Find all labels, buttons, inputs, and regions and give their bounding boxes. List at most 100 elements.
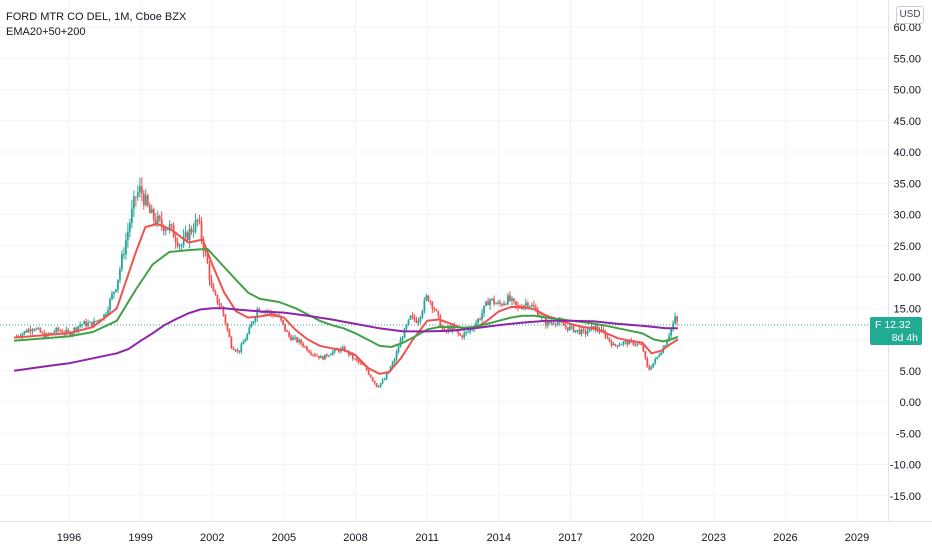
ema-lines: [13, 222, 679, 375]
candle-body: [230, 337, 233, 348]
candle-body: [353, 358, 356, 360]
price-tick-label: 5.00: [900, 366, 921, 378]
price-tick-label: 30.00: [893, 210, 921, 222]
price-tick-label: 55.00: [893, 53, 921, 65]
candle-body: [654, 358, 657, 364]
candle-body: [128, 223, 131, 232]
time-tick-label: 2017: [558, 532, 582, 544]
candle-body: [381, 380, 384, 384]
candle-body: [499, 302, 501, 305]
candle-body: [636, 343, 639, 345]
candle-body: [385, 373, 388, 380]
candle-body: [184, 232, 187, 237]
candle-body: [109, 299, 111, 310]
candle-body: [624, 341, 627, 343]
price-axis[interactable]: -15.00-10.00-5.000.005.0010.0015.0020.00…: [890, 22, 921, 503]
candle-body: [447, 327, 450, 332]
candle-body: [495, 303, 497, 305]
candle-body: [127, 231, 129, 241]
candle-body: [622, 341, 625, 345]
candle-body: [343, 347, 346, 352]
ema-line-ema200: [13, 307, 678, 372]
candle-body: [91, 321, 93, 327]
price-tick-label: 35.00: [893, 178, 921, 190]
candle-body: [156, 216, 159, 224]
candle-body: [423, 299, 426, 312]
candle-body: [250, 323, 253, 328]
candle-body: [79, 324, 82, 327]
candle-body: [142, 193, 145, 206]
candle-body: [327, 355, 330, 357]
candle-body: [546, 321, 549, 326]
candle-body: [526, 302, 529, 307]
candle-body: [596, 326, 599, 330]
candle-body: [107, 309, 109, 315]
candle-body: [246, 334, 249, 340]
candle-body: [154, 219, 157, 224]
candle-body: [81, 324, 84, 326]
price-tick-label: -5.00: [896, 428, 921, 440]
indicator-label[interactable]: EMA20+50+200: [6, 26, 86, 38]
candle-body: [373, 380, 376, 384]
candle-body: [650, 367, 653, 370]
candle-body: [294, 337, 296, 339]
candle-body: [449, 327, 452, 331]
candle-body: [150, 209, 153, 214]
candle-body: [55, 327, 58, 333]
candle-body: [182, 236, 185, 246]
grid: [0, 0, 888, 521]
candle-body: [190, 228, 193, 233]
time-axis[interactable]: 1996 1999 2002 2005 2008 2011 2014 2017 2020 2023…: [57, 532, 869, 544]
candle-body: [429, 300, 432, 303]
candle-body: [49, 332, 52, 335]
candle-body: [318, 355, 320, 358]
candle-body: [136, 192, 139, 197]
candle-body: [134, 196, 137, 198]
candle-body: [521, 308, 523, 310]
candle-body: [331, 351, 334, 355]
candle-body: [397, 347, 400, 352]
candle-body: [554, 323, 557, 325]
candle-body: [325, 354, 328, 357]
symbol-title[interactable]: FORD MTR CO DEL, 1M, Cboe BZX: [6, 11, 187, 23]
time-tick-label: 2002: [200, 532, 224, 544]
candle-body: [41, 332, 44, 334]
candle-body: [39, 328, 42, 333]
time-tick-label: 2011: [415, 532, 439, 544]
candle-body: [664, 345, 667, 348]
candle-body: [461, 335, 464, 338]
candle-body: [168, 224, 171, 229]
time-tick-label: 2023: [701, 532, 725, 544]
candle-body: [489, 299, 491, 306]
price-tick-label: 60.00: [893, 22, 921, 34]
candle-body: [646, 357, 649, 367]
candle-body: [626, 341, 629, 345]
candle-body: [298, 339, 300, 343]
candle-body: [564, 325, 567, 328]
candle-body: [371, 377, 374, 381]
candle-body: [582, 329, 585, 331]
candle-body: [417, 321, 420, 323]
candle-body: [640, 344, 643, 346]
candle-body: [89, 321, 91, 323]
time-tick-label: 2008: [343, 532, 367, 544]
candle-body: [349, 354, 352, 356]
candle-body: [588, 328, 591, 332]
candle-body: [140, 186, 143, 194]
candle-body: [87, 322, 90, 327]
last-price-label: F 12.32: [875, 319, 911, 331]
candle-body: [602, 329, 605, 332]
candle-body: [618, 344, 621, 347]
candle-body: [505, 303, 507, 305]
candle-body: [634, 344, 637, 346]
candle-body: [642, 344, 645, 352]
candle-body: [337, 349, 340, 352]
candle-body: [532, 305, 535, 308]
candle-body: [192, 231, 195, 233]
price-tick-label: 40.00: [893, 147, 921, 159]
candle-body: [536, 309, 539, 316]
candle-body: [67, 329, 70, 332]
currency-button[interactable]: USD: [896, 6, 924, 24]
